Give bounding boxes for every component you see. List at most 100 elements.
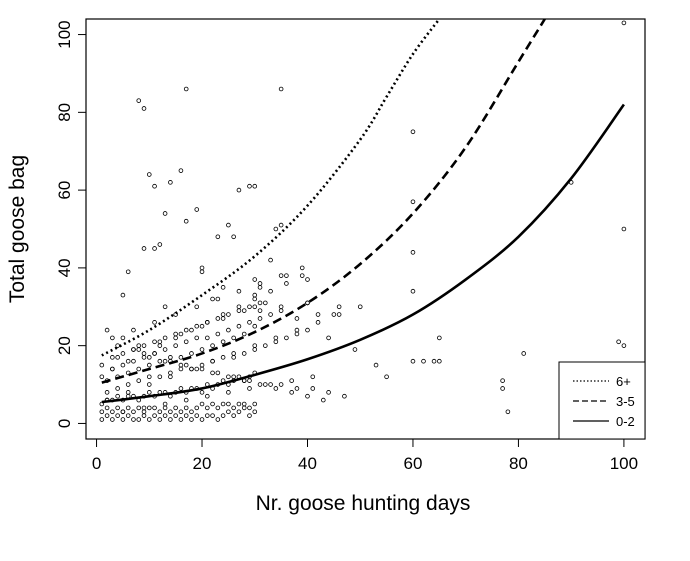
data-point — [168, 417, 173, 422]
data-point — [621, 226, 627, 232]
data-point — [115, 355, 120, 360]
data-point — [310, 386, 316, 391]
data-point — [189, 351, 194, 356]
data-point — [152, 339, 157, 345]
data-point — [104, 405, 110, 411]
data-point — [236, 308, 242, 313]
data-point — [141, 351, 147, 356]
data-point — [621, 20, 627, 26]
data-point — [278, 86, 284, 92]
data-point — [115, 386, 120, 391]
data-point — [410, 288, 416, 294]
x-axis-title: Nr. goose hunting days — [256, 492, 471, 515]
data-point — [168, 374, 173, 380]
data-point — [210, 401, 215, 407]
data-point — [125, 269, 131, 275]
data-point — [120, 292, 126, 298]
data-point — [178, 366, 184, 372]
data-point — [146, 374, 152, 380]
data-point — [141, 413, 147, 418]
data-point — [210, 413, 215, 418]
data-points — [99, 20, 627, 422]
data-point — [278, 222, 284, 228]
data-point — [326, 335, 331, 341]
data-point — [294, 327, 300, 333]
data-point — [410, 358, 416, 364]
data-point — [173, 413, 178, 418]
x-tick-label: 40 — [298, 454, 317, 473]
data-point — [194, 335, 200, 341]
data-point — [141, 355, 147, 360]
curve-3-5 — [101, 19, 546, 384]
data-point — [115, 343, 120, 348]
data-point — [131, 327, 136, 333]
data-point — [410, 250, 416, 255]
data-point — [252, 343, 258, 348]
data-point — [500, 386, 505, 391]
data-point — [236, 401, 242, 407]
data-point — [257, 285, 263, 290]
data-point — [152, 405, 157, 411]
data-point — [210, 358, 215, 364]
data-point — [252, 296, 258, 302]
data-point — [268, 382, 273, 387]
data-point — [125, 405, 131, 411]
data-point — [146, 355, 152, 360]
data-point — [252, 409, 258, 415]
data-point — [226, 374, 231, 380]
data-point — [247, 405, 252, 411]
data-point — [289, 390, 294, 395]
data-point — [273, 335, 279, 341]
data-point — [226, 401, 231, 407]
data-point — [173, 335, 178, 341]
data-point — [125, 413, 131, 418]
data-point — [268, 257, 273, 263]
data-point — [120, 417, 126, 422]
data-point — [204, 320, 210, 325]
data-point — [226, 390, 231, 395]
data-point — [437, 358, 442, 364]
data-point — [183, 86, 189, 92]
data-point — [284, 273, 289, 278]
data-point — [110, 366, 115, 372]
data-point — [521, 351, 527, 356]
data-point — [157, 358, 163, 364]
data-point — [136, 405, 142, 411]
x-tick-label: 100 — [610, 454, 638, 473]
data-point — [305, 393, 310, 399]
data-point — [99, 362, 105, 368]
data-point — [183, 413, 189, 418]
data-point — [115, 413, 120, 418]
data-point — [257, 316, 263, 321]
data-point — [247, 304, 252, 310]
data-point — [220, 339, 226, 345]
data-point — [305, 327, 310, 333]
x-tick-label: 0 — [92, 454, 101, 473]
data-point — [247, 320, 252, 325]
data-point — [210, 296, 215, 302]
data-point — [210, 343, 215, 348]
data-point — [294, 316, 300, 321]
legend: 6+ 3-5 0-2 — [558, 361, 646, 440]
data-point — [241, 308, 247, 313]
data-point — [168, 180, 173, 185]
data-point — [215, 370, 221, 376]
data-point — [220, 316, 226, 321]
data-point — [226, 409, 231, 415]
data-point — [120, 351, 126, 356]
data-point — [231, 335, 236, 341]
data-point — [146, 362, 152, 368]
data-point — [621, 343, 627, 348]
x-tick-label: 80 — [509, 454, 528, 473]
data-point — [168, 409, 173, 415]
data-point — [183, 362, 189, 368]
data-point — [289, 378, 294, 383]
data-point — [263, 382, 268, 387]
data-point — [294, 386, 300, 391]
data-point — [257, 382, 263, 387]
data-point — [194, 323, 200, 329]
data-point — [178, 355, 184, 360]
data-point — [616, 339, 621, 345]
data-point — [199, 362, 205, 368]
